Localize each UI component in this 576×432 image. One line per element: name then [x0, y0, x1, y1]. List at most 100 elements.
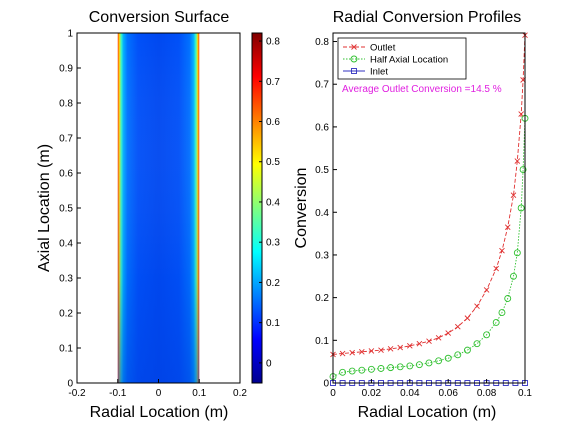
y-axis-ticks: 0 0.1 0.2 0.3 0.4 0.5 0.6 0.7 0.8: [315, 37, 337, 390]
data-point: [387, 346, 394, 352]
data-point: [349, 349, 356, 356]
y-axis-label: Conversion: [293, 168, 310, 249]
chart-annotation: Average Outlet Conversion =14.5 %: [342, 84, 502, 95]
x-tick-label: 0.04: [400, 388, 420, 399]
legend-marker: [350, 55, 358, 63]
data-point: [519, 166, 527, 174]
y-tick-label: 0.4: [59, 239, 73, 250]
data-point: [339, 368, 347, 376]
legend-label: Outlet: [370, 43, 396, 54]
y-tick-label: 0.1: [315, 336, 329, 347]
y-tick-label: 0.5: [315, 165, 329, 176]
x-tick-label: -0.2: [68, 388, 86, 399]
y-tick-label: 0.3: [59, 274, 73, 285]
x-tick-label: -0.1: [109, 388, 127, 399]
y-tick-label: 0.2: [59, 309, 73, 320]
data-point: [416, 340, 423, 347]
data-point: [387, 364, 395, 372]
y-tick-label: 0.3: [315, 250, 329, 261]
data-point: [368, 348, 375, 354]
x-axis-label: Radial Location (m): [90, 404, 229, 421]
colorbar-scale: [251, 32, 263, 384]
y-tick-label: 0: [323, 379, 329, 390]
data-point: [513, 249, 521, 257]
legend-entry: Outlet: [343, 43, 396, 54]
chart-title: Radial Conversion Profiles: [333, 9, 522, 26]
colorbar-tick-label: 0.7: [266, 77, 280, 88]
data-point: [426, 338, 432, 344]
data-point: [415, 361, 423, 369]
x-tick-label: 0: [330, 388, 336, 399]
data-point: [377, 365, 385, 372]
x-tick-label: 0.06: [438, 388, 458, 399]
y-tick-label: 0.4: [315, 208, 329, 219]
surface-shading: [117, 33, 200, 383]
y-tick-label: 0: [67, 379, 73, 390]
legend-marker: [351, 68, 357, 74]
data-point: [474, 303, 480, 309]
data-point: [510, 272, 517, 280]
data-point: [454, 323, 461, 330]
legend-entry: Inlet: [343, 67, 388, 78]
data-point: [464, 315, 471, 321]
colorbar-ticks: 0 0.1 0.2 0.3 0.4 0.5 0.6 0.7 0.8: [259, 37, 280, 369]
colorbar-tick-label: 0: [266, 358, 272, 369]
colorbar-tick-label: 0.5: [266, 157, 280, 168]
data-point: [367, 365, 375, 373]
legend-marker: [351, 44, 357, 50]
colorbar-tick-label: 0.4: [266, 197, 280, 208]
data-point: [454, 351, 462, 359]
data-point: [444, 354, 452, 362]
x-tick-label: 0.1: [192, 388, 206, 399]
y-tick-label: 0.7: [59, 134, 73, 145]
x-tick-label: 0.02: [362, 388, 382, 399]
legend-box: [337, 37, 467, 80]
colorbar: 0 0.1 0.2 0.3 0.4 0.5 0.6 0.7 0.8: [251, 32, 280, 384]
y-tick-label: 0.7: [315, 80, 329, 91]
y-axis-ticks: 0 0.1 0.2 0.3 0.4 0.5 0.6 0.7 0.8 0.9 1: [59, 29, 81, 390]
data-point: [483, 331, 491, 339]
legend-entry: Half Axial Location: [343, 55, 448, 66]
y-tick-label: 0.2: [315, 293, 329, 304]
data-point: [493, 265, 500, 272]
x-axis-ticks: 0 0.02 0.04 0.06 0.08 0.1: [330, 379, 532, 399]
data-point: [514, 158, 521, 164]
y-tick-label: 0.1: [59, 344, 73, 355]
data-point: [358, 349, 365, 355]
plot-frame: [332, 32, 526, 384]
y-tick-label: 0.5: [59, 204, 73, 215]
data-point: [435, 357, 443, 365]
x-tick-label: 0: [156, 388, 162, 399]
colorbar-tick-label: 0.8: [266, 37, 280, 48]
y-tick-label: 0.8: [59, 99, 73, 110]
y-tick-label: 0.6: [59, 169, 73, 180]
y-tick-label: 0.6: [315, 122, 329, 133]
data-point: [435, 334, 442, 341]
y-tick-label: 0.8: [315, 37, 329, 48]
x-tick-label: 0.2: [233, 388, 247, 399]
conversion-surface: [117, 33, 200, 383]
y-tick-label: 0.9: [59, 64, 73, 75]
colorbar-tick-label: 0.2: [266, 278, 280, 289]
data-point: [348, 367, 356, 375]
data-point: [498, 309, 506, 317]
legend-label: Inlet: [370, 67, 388, 78]
data-point: [499, 247, 505, 254]
x-axis-label: Radial Location (m): [358, 404, 497, 421]
x-tick-label: 0.08: [477, 388, 497, 399]
y-tick-label: 1: [67, 29, 73, 40]
data-point: [492, 318, 500, 326]
conversion-surface-chart: Conversion Surface -0.2 -0.1 0 0.1 0.2 00.10…: [36, 9, 280, 421]
series-line: [332, 118, 526, 378]
chart-title: Conversion Surface: [89, 9, 230, 26]
data-point: [339, 350, 346, 357]
data-point: [378, 347, 384, 353]
data-point: [425, 359, 433, 367]
data-point: [445, 330, 452, 336]
y-axis-label: Axial Location (m): [36, 144, 53, 272]
colorbar-tick-label: 0.6: [266, 117, 280, 128]
data-point: [358, 366, 366, 374]
x-tick-label: 0.1: [518, 388, 532, 399]
